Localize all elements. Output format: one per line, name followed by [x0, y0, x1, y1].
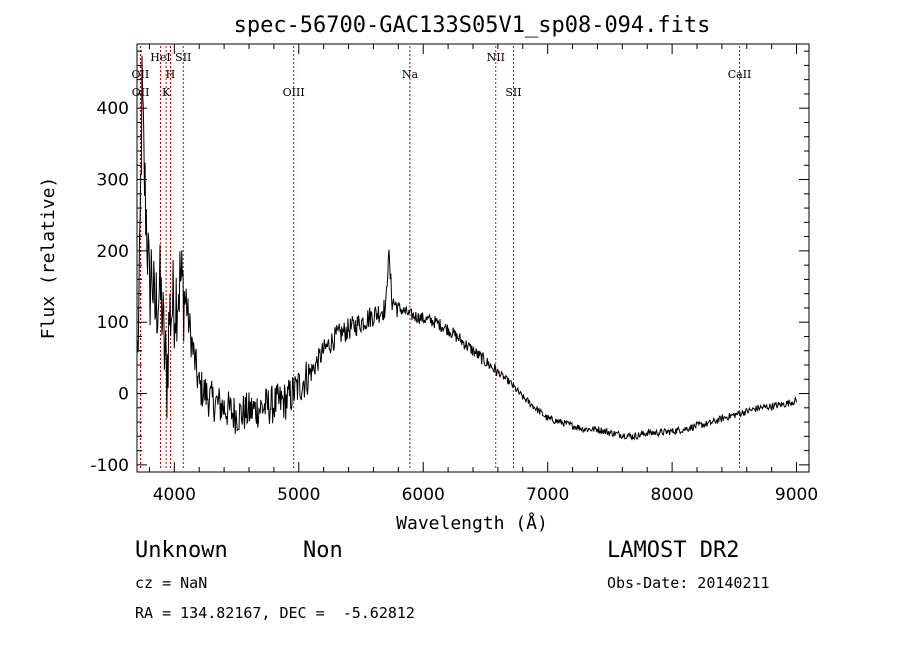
y-tick-label: 100: [97, 313, 129, 333]
x-tick-label: 8000: [650, 485, 693, 505]
spectral-line-label: K: [162, 86, 171, 99]
chart-title: spec-56700-GAC133S05V1_sp08-094.fits: [234, 13, 711, 38]
y-tick-label: 300: [97, 171, 129, 191]
coordinates: RA = 134.82167, DEC = -5.62812: [135, 604, 415, 622]
x-tick-label: 9000: [775, 485, 818, 505]
x-tick-label: 7000: [526, 485, 569, 505]
spectral-line-label: H: [166, 68, 176, 81]
spectral-line-label: OII: [132, 86, 150, 99]
x-tick-label: 5000: [277, 485, 320, 505]
spectral-line-label: Na: [402, 68, 419, 81]
y-tick-label: 400: [97, 99, 129, 119]
spectral-line-label: HeI: [150, 51, 170, 64]
x-axis-label: Wavelength (Å): [396, 512, 548, 534]
spectral-line-label: SII: [175, 51, 191, 64]
y-axis-label: Flux (relative): [38, 177, 59, 340]
y-tick-label: -100: [90, 456, 129, 476]
y-tick-label: 200: [97, 242, 129, 262]
spectral-line-label: CaII: [728, 68, 752, 81]
x-tick-label: 6000: [402, 485, 445, 505]
x-tick-label: 4000: [153, 485, 196, 505]
axis-ticks: 4000 5000 6000 7000 8000 9000 -100 0 100 200 300 40…: [90, 44, 818, 505]
plot-frame: [136, 43, 810, 473]
object-class: Unknown: [135, 538, 228, 563]
cz-value: cz = NaN: [135, 574, 208, 592]
spectral-line-label: SII: [505, 86, 521, 99]
spectral-line-label: NII: [487, 51, 505, 64]
obs-date: Obs-Date: 20140211: [607, 574, 770, 592]
y-tick-label: 0: [118, 385, 129, 405]
spectrum-line: [137, 55, 798, 441]
spectral-line-label: OIII: [283, 86, 305, 99]
survey-label: LAMOST DR2: [607, 538, 740, 563]
object-subclass: Non: [303, 538, 343, 563]
